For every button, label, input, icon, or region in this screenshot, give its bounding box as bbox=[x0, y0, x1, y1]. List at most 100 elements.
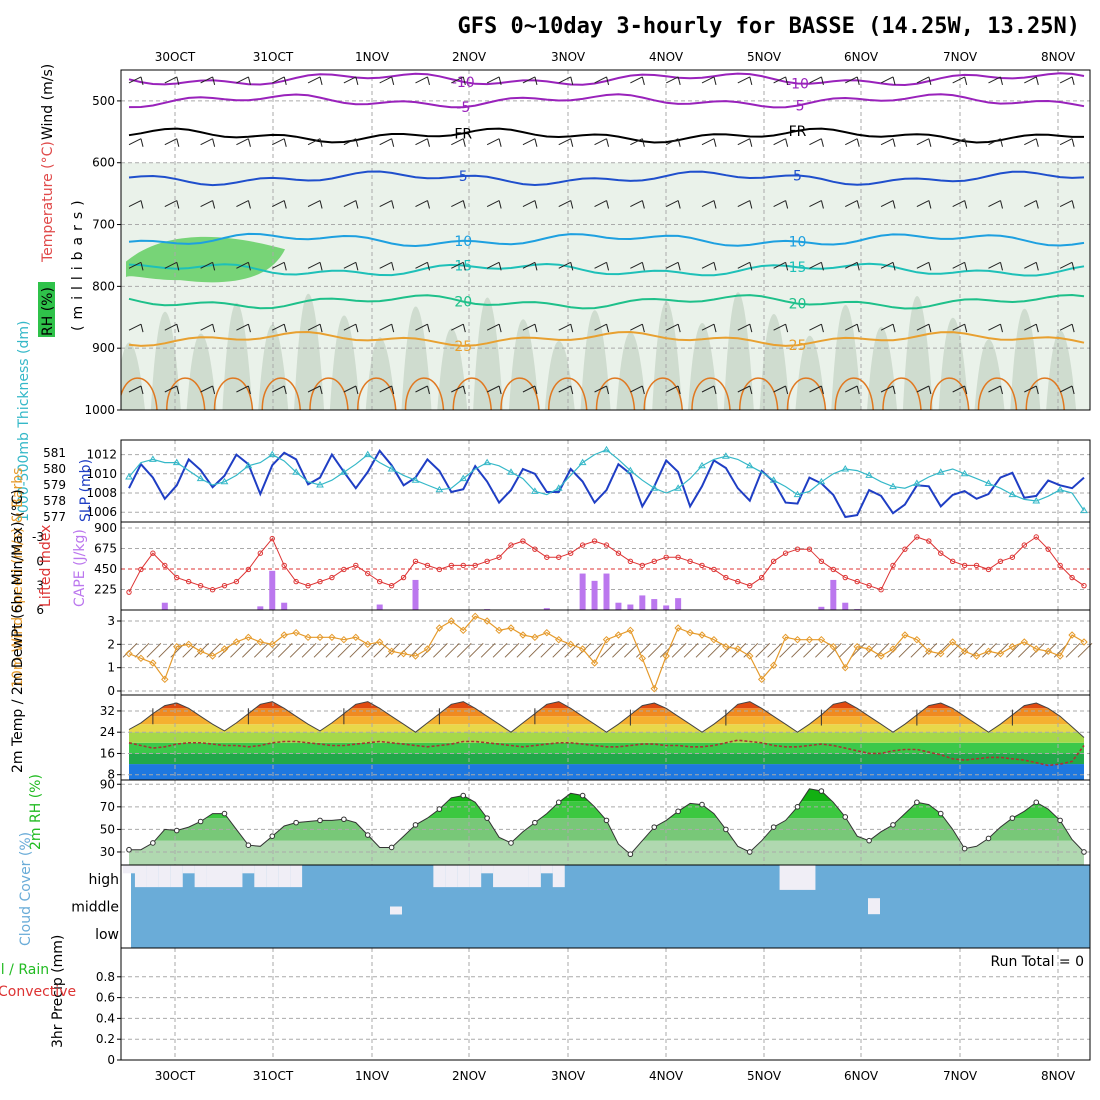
temp-line bbox=[128, 701, 1085, 738]
temp-contour-label: 15 bbox=[454, 258, 472, 274]
wind-barb bbox=[988, 323, 1001, 331]
wind-point bbox=[662, 652, 670, 660]
wind-barb bbox=[134, 642, 150, 658]
precip-bg bbox=[121, 948, 1090, 1060]
wind-barb bbox=[236, 323, 249, 331]
wind-barb bbox=[665, 138, 679, 146]
wind-barb bbox=[809, 385, 822, 393]
top-date-axis: 30OCT 31OCT 1NOV 2NOV 3NOV 4NOV 5NOV 6NO… bbox=[155, 50, 1076, 64]
wind-barb bbox=[928, 324, 932, 333]
surface-contour bbox=[643, 377, 683, 410]
wind-barb bbox=[606, 385, 610, 395]
wind-barb bbox=[146, 642, 162, 658]
wind-barb bbox=[492, 642, 508, 658]
rh-point bbox=[937, 810, 944, 817]
li-point bbox=[329, 574, 335, 581]
wind-barb bbox=[343, 76, 357, 84]
surface-contour bbox=[121, 377, 158, 410]
wind-barb bbox=[534, 138, 538, 147]
cloud-clear-cell bbox=[170, 865, 183, 888]
wind-barb bbox=[588, 642, 603, 658]
li-point bbox=[818, 558, 825, 565]
wind-barb bbox=[247, 76, 251, 86]
temp-contour-label: 20 bbox=[789, 297, 807, 313]
li-point bbox=[162, 562, 168, 569]
wind-barb bbox=[319, 138, 323, 147]
wind-point bbox=[913, 635, 921, 644]
wind-barb bbox=[1035, 385, 1039, 395]
wind-point bbox=[304, 633, 312, 642]
wind-barb bbox=[200, 385, 213, 393]
wind-barb bbox=[749, 324, 753, 333]
cape-bar bbox=[281, 602, 288, 610]
wind-point bbox=[399, 649, 408, 658]
temp-contour-label: -10 bbox=[452, 75, 475, 91]
wind-barb bbox=[641, 138, 645, 147]
cape-bar bbox=[603, 573, 610, 610]
wind-barb bbox=[307, 138, 321, 146]
wind-barb bbox=[379, 261, 392, 269]
wind-barb bbox=[265, 642, 281, 658]
wind-barb bbox=[283, 262, 287, 271]
li-point bbox=[687, 558, 693, 565]
thickness-point bbox=[889, 482, 897, 490]
wind-point bbox=[996, 649, 1005, 658]
surface-contour bbox=[213, 377, 254, 410]
wind-barb bbox=[677, 200, 681, 209]
cloud-clear-cell bbox=[242, 865, 255, 874]
wind-barb bbox=[820, 76, 824, 86]
wind-barb bbox=[856, 138, 860, 147]
wind-barb bbox=[164, 323, 178, 331]
wind-barb bbox=[427, 385, 430, 395]
bottom-date-label: 1NOV bbox=[355, 1069, 390, 1083]
wind-barb bbox=[462, 138, 466, 147]
wind-barb bbox=[391, 324, 395, 333]
temp-band bbox=[129, 753, 1084, 765]
li-point bbox=[317, 578, 323, 585]
wind-barb bbox=[785, 385, 789, 395]
bottom-date-label: 30OCT bbox=[155, 1069, 196, 1083]
rh-point bbox=[579, 792, 586, 799]
slp-tick-label: 1012 bbox=[86, 448, 117, 462]
wind-barb bbox=[594, 261, 607, 269]
wind-barb bbox=[719, 642, 735, 658]
wind-barb bbox=[558, 323, 571, 331]
cape-bar bbox=[830, 579, 837, 610]
wind-barb bbox=[283, 138, 287, 147]
rh-point bbox=[985, 835, 992, 842]
wind-point bbox=[566, 640, 575, 649]
wind-barb bbox=[737, 76, 751, 84]
top-date-label: 3NOV bbox=[551, 50, 586, 64]
cape-bar bbox=[627, 604, 634, 610]
wind-barb bbox=[391, 262, 395, 271]
wind-barb bbox=[236, 385, 249, 393]
wind-barb bbox=[522, 261, 536, 269]
rh-point bbox=[150, 840, 156, 846]
wind-tick-label: 2 bbox=[107, 637, 115, 651]
li-point bbox=[723, 574, 729, 581]
li-point bbox=[938, 550, 944, 556]
wind-barb bbox=[516, 642, 532, 658]
wind-barb bbox=[534, 262, 538, 271]
wind-barb bbox=[1000, 76, 1003, 86]
xs-ylabel-wind: Wind (m/s) bbox=[40, 64, 56, 140]
surface-contour bbox=[261, 377, 301, 410]
temp-contour-label: 5 bbox=[459, 169, 468, 185]
rh-plume bbox=[759, 314, 790, 410]
top-date-label: 7NOV bbox=[943, 50, 978, 64]
temp-contour-label: -5 bbox=[456, 100, 470, 116]
rh-point bbox=[794, 804, 801, 810]
wind-barb bbox=[815, 642, 830, 658]
wind-barb bbox=[247, 324, 251, 333]
top-date-label: 1NOV bbox=[355, 50, 390, 64]
surface-contour bbox=[548, 377, 588, 410]
temp-tick-label: 32 bbox=[100, 704, 115, 718]
temp-contour-label: -5 bbox=[791, 99, 805, 115]
wind-barb bbox=[140, 385, 144, 395]
wind-point bbox=[208, 652, 217, 660]
wind-barb bbox=[964, 262, 968, 271]
precip-ylabel: 3hr Precip (mm) bbox=[50, 935, 66, 1048]
wind-barb bbox=[397, 642, 412, 658]
wind-barb bbox=[1024, 385, 1037, 393]
li-point bbox=[675, 554, 681, 560]
